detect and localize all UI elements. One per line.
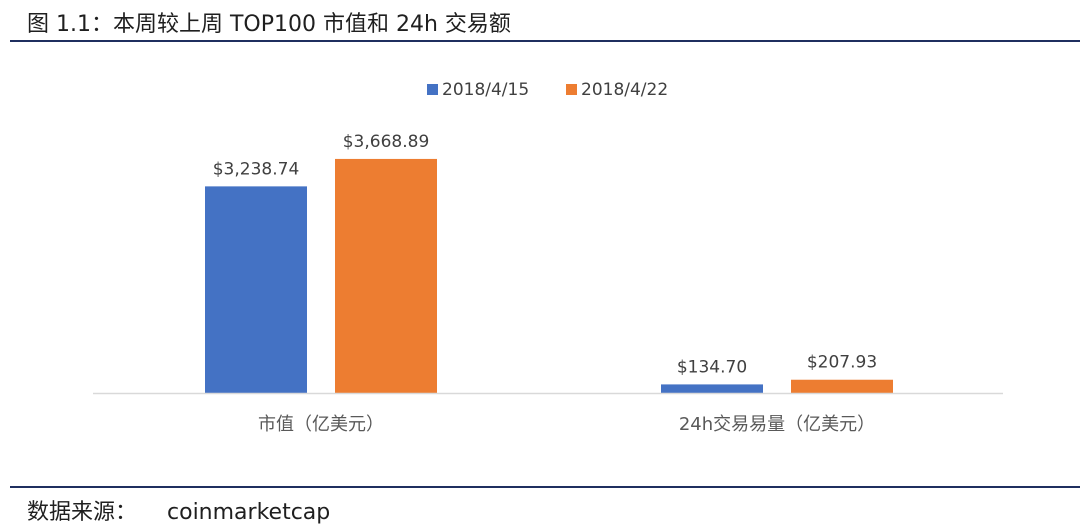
legend-swatch (566, 84, 577, 95)
source-label: 数据来源： (27, 500, 138, 525)
legend-item: 2018/4/22 (566, 80, 668, 100)
figure-title: 图 1.1：本周较上周 TOP100 市值和 24h 交易额 (27, 12, 511, 37)
chart-legend: 2018/4/15 2018/4/22 (427, 80, 668, 100)
bar-series-group: $3,238.74 $134.70 $3,668.89 $207.93 (205, 132, 893, 393)
series-2: $3,668.89 $207.93 (335, 132, 893, 393)
source-divider (10, 486, 1080, 488)
x-tick-labels: 市值（亿美元） 24h交易易量（亿美元） (258, 414, 875, 435)
x-tick-label: 24h交易易量（亿美元） (679, 414, 875, 435)
bar (205, 186, 307, 393)
legend-swatch (427, 84, 438, 95)
bar (661, 384, 763, 393)
source-note: 数据来源： coinmarketcap (27, 494, 330, 526)
data-label: $134.70 (677, 357, 747, 377)
bar (335, 158, 437, 393)
data-label: $3,238.74 (213, 159, 300, 179)
series-1: $3,238.74 $134.70 (205, 159, 763, 393)
legend-item: 2018/4/15 (427, 80, 529, 100)
legend-label: 2018/4/15 (442, 80, 529, 100)
data-label: $3,668.89 (343, 132, 430, 152)
bar (791, 379, 893, 393)
data-label: $207.93 (807, 353, 877, 373)
x-tick-label: 市值（亿美元） (258, 414, 384, 435)
legend-label: 2018/4/22 (581, 80, 668, 100)
title-divider (10, 40, 1080, 42)
source-value: coinmarketcap (167, 500, 331, 525)
bar-chart: 2018/4/15 2018/4/22 $3,238.74$134.70$3,66… (93, 80, 1003, 435)
